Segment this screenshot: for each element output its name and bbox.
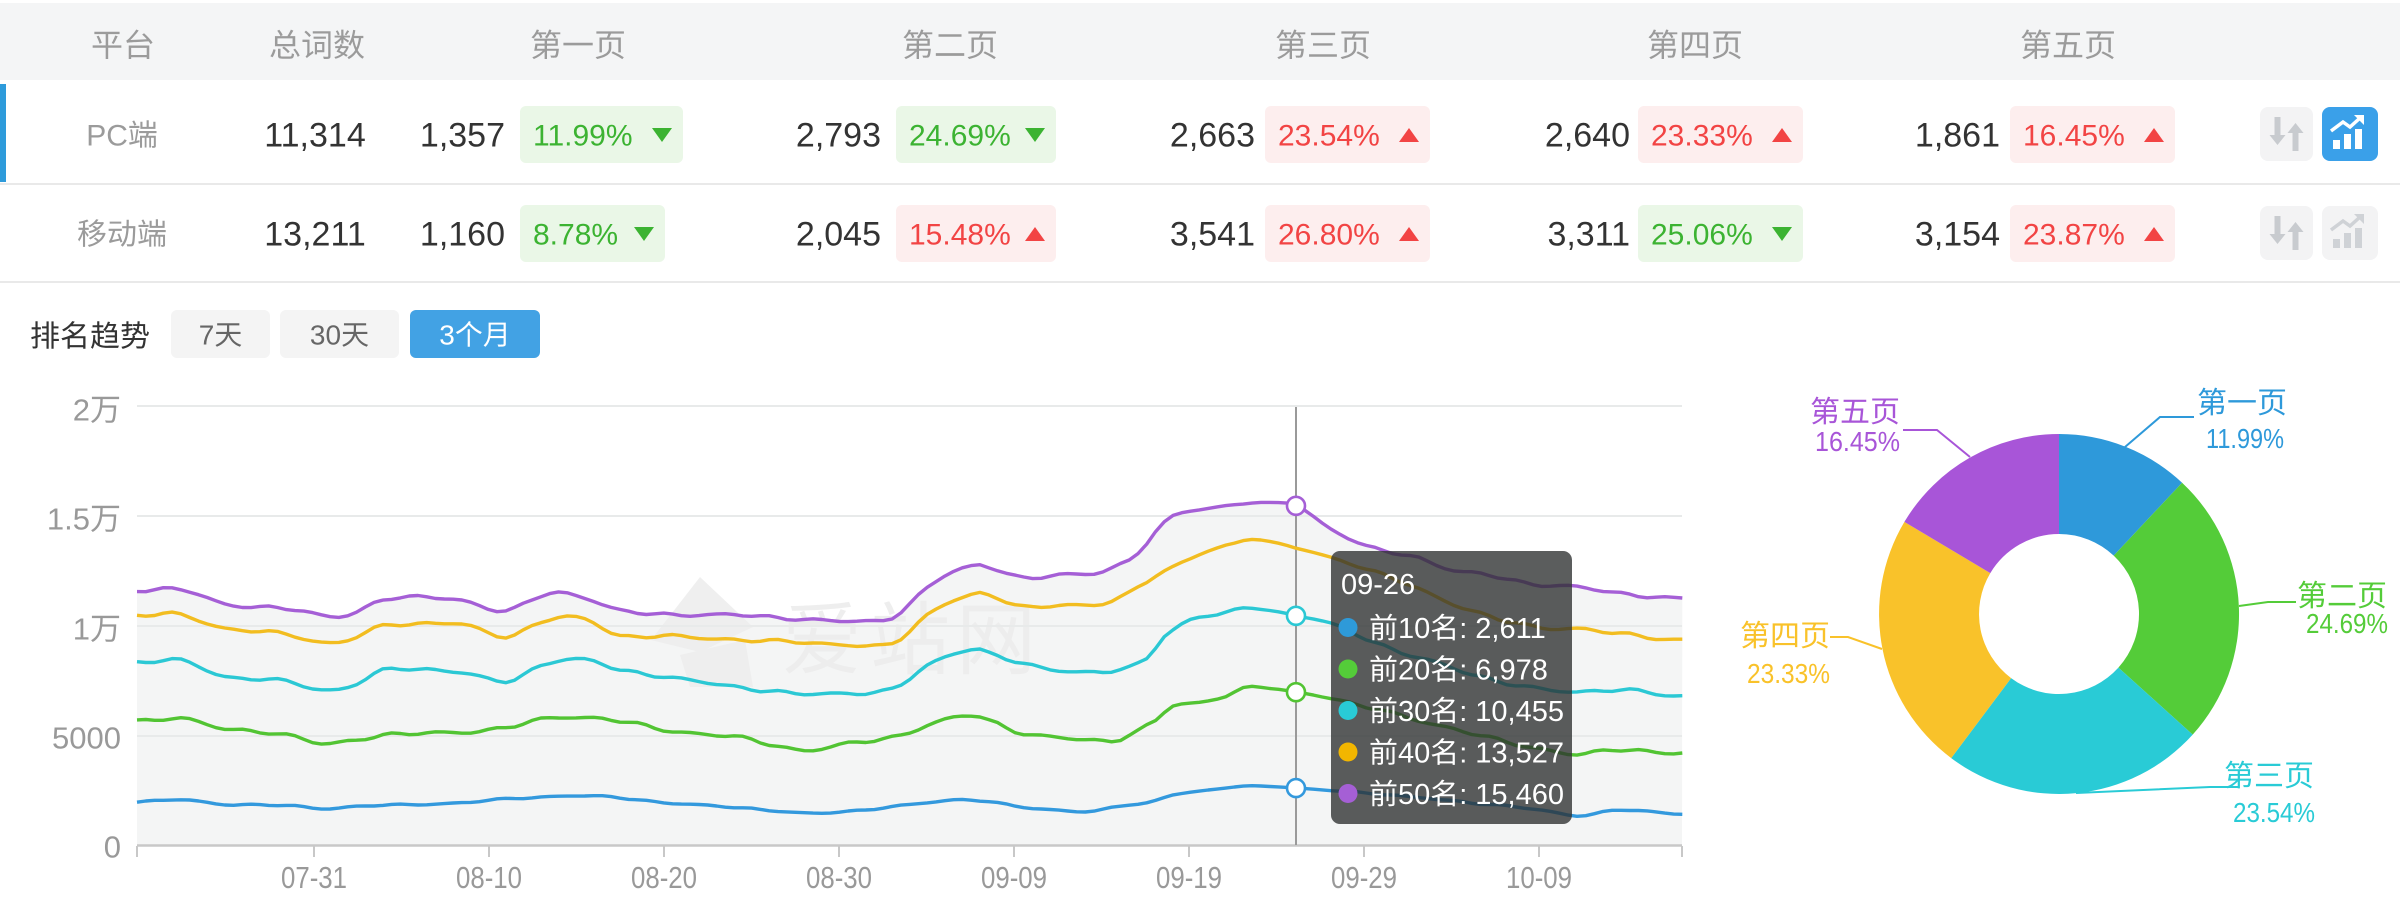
svg-text:11.99%: 11.99% — [2206, 423, 2284, 454]
svg-text:15.48%: 15.48% — [909, 218, 1011, 251]
svg-text:13,211: 13,211 — [264, 215, 365, 253]
svg-text:23.87%: 23.87% — [2023, 218, 2125, 251]
svg-text:23.54%: 23.54% — [1278, 119, 1380, 152]
svg-text:1,357: 1,357 — [420, 116, 505, 154]
svg-text:3,311: 3,311 — [1547, 215, 1630, 253]
svg-text:PC: PC — [86, 119, 128, 152]
svg-text:1,160: 1,160 — [420, 215, 505, 253]
svg-text:: 10,455: : 10,455 — [1459, 696, 1564, 728]
svg-text:: 15,460: : 15,460 — [1459, 779, 1564, 811]
svg-text:: 13,527: : 13,527 — [1459, 738, 1564, 770]
svg-text:07-31: 07-31 — [281, 860, 347, 895]
svg-text:09-26: 09-26 — [1341, 569, 1415, 601]
svg-text:23.54%: 23.54% — [2233, 797, 2315, 828]
svg-text:30: 30 — [1398, 696, 1430, 728]
svg-text:23.33%: 23.33% — [1651, 119, 1753, 152]
svg-text:1,861: 1,861 — [1915, 116, 2000, 154]
svg-text:2,045: 2,045 — [796, 215, 881, 253]
svg-text:23.33%: 23.33% — [1747, 658, 1830, 689]
svg-text:16.45%: 16.45% — [2023, 119, 2125, 152]
svg-text:1.5: 1.5 — [47, 502, 90, 537]
svg-text:08-30: 08-30 — [806, 860, 872, 895]
svg-text:: 6,978: : 6,978 — [1459, 655, 1548, 687]
svg-text:08-20: 08-20 — [631, 860, 697, 895]
svg-text:09-09: 09-09 — [981, 860, 1047, 895]
svg-text:3,541: 3,541 — [1170, 215, 1255, 253]
svg-text:24.69%: 24.69% — [2306, 608, 2388, 639]
svg-text:08-10: 08-10 — [456, 860, 522, 895]
svg-text:20: 20 — [1398, 655, 1430, 687]
svg-text:24.69%: 24.69% — [909, 119, 1011, 152]
svg-text:11.99%: 11.99% — [533, 119, 633, 152]
svg-text:2,793: 2,793 — [796, 116, 881, 154]
svg-text:: 2,611: : 2,611 — [1459, 613, 1546, 645]
svg-text:0: 0 — [104, 830, 121, 865]
svg-text:10-09: 10-09 — [1506, 860, 1572, 895]
svg-text:30: 30 — [310, 320, 341, 351]
svg-text:1: 1 — [73, 612, 90, 647]
svg-text:50: 50 — [1398, 779, 1430, 811]
svg-text:26.80%: 26.80% — [1278, 218, 1380, 251]
svg-text:40: 40 — [1398, 738, 1430, 770]
svg-text:09-19: 09-19 — [1156, 860, 1222, 895]
svg-text:2,640: 2,640 — [1545, 116, 1630, 154]
svg-text:8.78%: 8.78% — [533, 218, 618, 251]
svg-text:3: 3 — [439, 320, 455, 351]
svg-text:2,663: 2,663 — [1170, 116, 1255, 154]
svg-text:5000: 5000 — [52, 721, 121, 756]
svg-text:2: 2 — [73, 393, 90, 428]
svg-text:25.06%: 25.06% — [1651, 218, 1753, 251]
svg-text:11,314: 11,314 — [264, 116, 365, 154]
svg-text:09-29: 09-29 — [1331, 860, 1397, 895]
svg-text:16.45%: 16.45% — [1815, 426, 1900, 457]
svg-text:3,154: 3,154 — [1915, 215, 2000, 253]
svg-text:7: 7 — [199, 320, 215, 351]
svg-text:10: 10 — [1398, 613, 1430, 645]
